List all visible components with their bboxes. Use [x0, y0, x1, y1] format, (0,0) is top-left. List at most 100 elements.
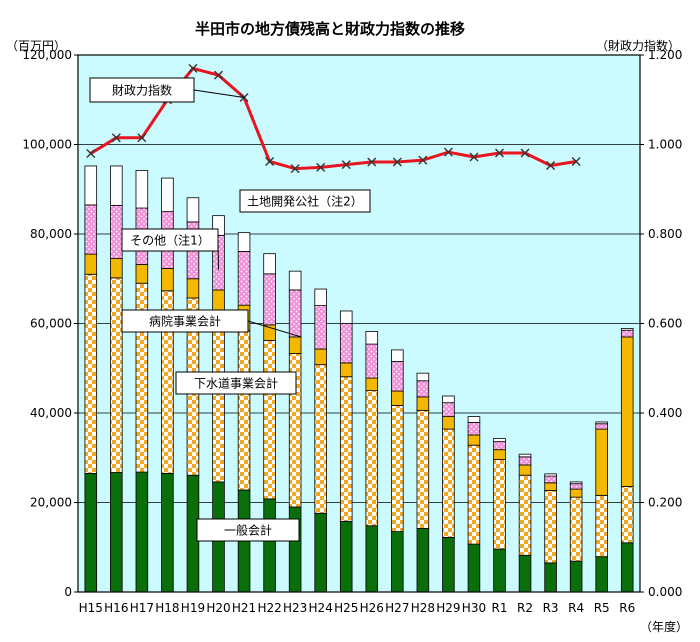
bar-segment [391, 361, 404, 392]
line-marker [495, 148, 504, 158]
bar-segment [620, 329, 634, 338]
y-left-tick-label: 0 [64, 585, 72, 599]
bar-segment [365, 343, 379, 379]
marker-stroke [367, 157, 377, 167]
y-right-tick-label: 1.200 [648, 48, 682, 62]
bar-segment [237, 232, 251, 252]
callout-label: 下水道事業会計 [194, 376, 278, 391]
bar-segment [186, 197, 200, 223]
bar-segment [339, 520, 353, 593]
bar-segment [544, 490, 557, 564]
bar-segment [110, 165, 123, 206]
bar-segment [595, 423, 608, 430]
x-tick-label: R4 [568, 601, 584, 615]
marker-stroke [341, 160, 351, 170]
bar-segment [314, 348, 327, 366]
callout-leader [247, 320, 302, 338]
line-marker [188, 63, 198, 73]
line-marker [546, 161, 556, 171]
bar-series [84, 165, 634, 593]
y-left-tick-label: 40,000 [30, 406, 72, 420]
bar-segment [595, 421, 608, 425]
marker-stroke [86, 148, 96, 158]
marker-stroke [571, 157, 581, 166]
x-tick-label: H28 [411, 601, 435, 615]
bar-segment [84, 473, 98, 593]
bar-segment [314, 288, 327, 307]
bar-segment [416, 528, 430, 593]
x-tick-label: H30 [462, 601, 486, 615]
callout: 一般会計 [196, 518, 300, 542]
callout: 病院事業会計 [121, 309, 302, 338]
marker-stroke [392, 157, 402, 167]
callout: その他（注1） [121, 228, 219, 270]
callout: 土地開発公社（注2） [239, 189, 371, 213]
bar-segment [110, 258, 123, 279]
y-left-unit: （百万円） [6, 39, 66, 53]
bar-segment [416, 372, 430, 382]
x-tick-label: H21 [232, 601, 256, 615]
bar-segment [365, 377, 379, 392]
bar-segment [365, 390, 379, 527]
y-left-tick-label: 60,000 [30, 317, 72, 331]
y-right-tick-label: 0.600 [648, 317, 682, 331]
bar-segment [493, 438, 506, 443]
bar-segment [263, 340, 276, 500]
line-marker [520, 148, 530, 158]
bar-segment [620, 336, 634, 487]
x-tick-label: H20 [206, 601, 230, 615]
bar-segment [467, 444, 481, 545]
bar-segment [288, 336, 302, 354]
line-marker [290, 164, 300, 174]
y-right-tick-label: 0.000 [648, 585, 682, 599]
marker-stroke [214, 70, 223, 80]
bar-segment [110, 472, 123, 593]
bar-segment [263, 498, 276, 593]
bar-segment [135, 471, 149, 593]
bar-segment [314, 512, 327, 593]
y-right-tick-label: 0.800 [648, 227, 682, 241]
marker-stroke [469, 152, 479, 162]
bar-segment [569, 560, 583, 593]
y-left-tick-label: 80,000 [30, 227, 72, 241]
callout-box [89, 77, 195, 103]
callout-label: 財政力指数 [112, 83, 172, 98]
bar-segment [314, 305, 327, 350]
bar-segment [442, 428, 455, 538]
x-tick-label: R3 [543, 601, 559, 615]
y-left-tick-label: 100,000 [22, 138, 72, 152]
bar-segment [416, 380, 430, 398]
y-left-tick-label: 20,000 [30, 496, 72, 510]
bar-segment [493, 548, 506, 593]
bar-segment [391, 390, 404, 406]
callout-box [239, 189, 371, 213]
callout-box [196, 518, 300, 542]
bar-segment [84, 253, 98, 275]
x-tick-label: H15 [79, 601, 103, 615]
bar-segment [110, 277, 123, 473]
marker-stroke [316, 162, 326, 172]
x-tick-label: H25 [334, 601, 358, 615]
bar-segment [467, 434, 481, 446]
bar-segment [620, 542, 634, 593]
bar-segment [467, 416, 481, 423]
bar-segment [288, 270, 302, 291]
callout-label: 病院事業会計 [149, 314, 221, 329]
bar-segment [442, 537, 455, 593]
callout-label: 一般会計 [224, 523, 272, 538]
callout: 下水道事業会計 [175, 371, 297, 395]
bar-segment [493, 449, 506, 460]
bar-segment [493, 459, 506, 550]
bar-segment [110, 204, 123, 260]
line-marker [443, 147, 453, 157]
line-marker [111, 133, 121, 143]
x-tick-label: R2 [517, 601, 533, 615]
bar-segment [237, 330, 251, 491]
bar-segment [416, 396, 430, 411]
bar-segment [544, 475, 557, 484]
marker-stroke [137, 133, 147, 143]
bar-segment [288, 289, 302, 338]
